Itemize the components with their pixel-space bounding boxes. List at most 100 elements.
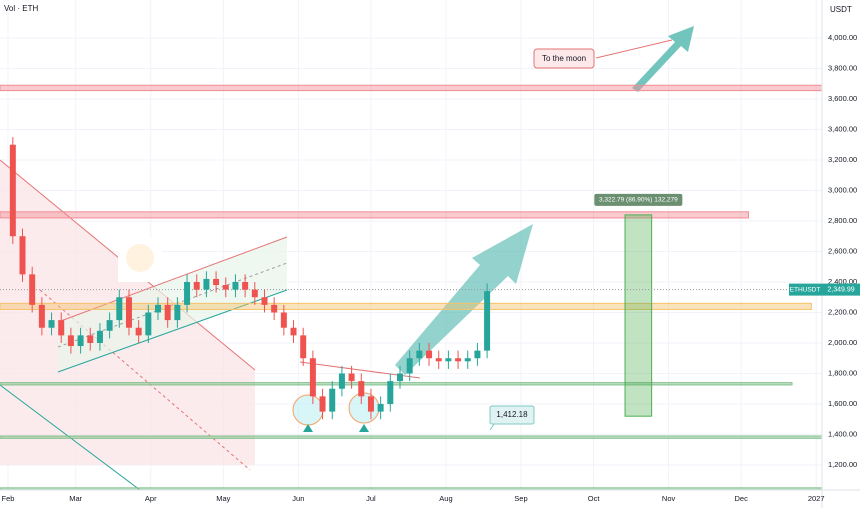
y-tick-label: 3,000.00 bbox=[828, 185, 857, 194]
candle-body bbox=[464, 358, 471, 362]
price-zone bbox=[0, 302, 812, 310]
candle-body bbox=[96, 330, 103, 343]
candle-body bbox=[367, 396, 374, 412]
candle-body bbox=[319, 396, 326, 412]
x-tick-label: Jun bbox=[292, 494, 304, 503]
candle-body bbox=[280, 312, 287, 328]
x-tick-label: Sep bbox=[514, 494, 527, 503]
price-zone bbox=[0, 382, 793, 386]
note-box bbox=[489, 405, 535, 425]
candle-body bbox=[474, 350, 481, 359]
y-tick-label: 1,200.00 bbox=[828, 460, 857, 469]
callout-line bbox=[595, 39, 673, 59]
candle-body bbox=[116, 297, 123, 321]
currency: USDT bbox=[830, 5, 852, 14]
candle-body bbox=[426, 350, 433, 359]
candle-body bbox=[77, 335, 84, 347]
measure-label-box bbox=[594, 193, 683, 206]
moon-arrow bbox=[632, 26, 694, 92]
candle-body bbox=[203, 278, 210, 290]
y-tick-label: 2,200.00 bbox=[828, 307, 857, 316]
candle-body bbox=[309, 358, 316, 397]
price-tag bbox=[822, 283, 860, 296]
candle-body bbox=[300, 335, 307, 359]
note: 1,412.18 bbox=[496, 410, 528, 419]
y-tick-label: 3,600.00 bbox=[828, 94, 857, 103]
y-tick-label: 2,000.00 bbox=[828, 338, 857, 347]
candle-body bbox=[193, 281, 200, 290]
y-tick-label: 3,200.00 bbox=[828, 155, 857, 164]
candle-body bbox=[135, 327, 142, 336]
candle-body bbox=[406, 358, 413, 374]
candle-body bbox=[261, 297, 268, 305]
x-tick-label: Mar bbox=[69, 494, 82, 503]
candle-body bbox=[445, 358, 452, 362]
x-tick-label: Feb bbox=[2, 494, 15, 503]
candle-body bbox=[38, 304, 45, 328]
y-tick-label: 1,600.00 bbox=[828, 399, 857, 408]
trend-line bbox=[0, 384, 141, 491]
candle-body bbox=[106, 320, 113, 331]
trend-line bbox=[39, 289, 251, 471]
candle-body bbox=[222, 285, 229, 290]
logo-mark bbox=[126, 244, 154, 272]
measure-range bbox=[624, 214, 653, 417]
candle-body bbox=[484, 291, 491, 351]
candle-body bbox=[48, 320, 55, 328]
candle-body bbox=[19, 236, 26, 275]
candle-body bbox=[58, 320, 65, 336]
candle-body bbox=[348, 373, 355, 382]
candle-body bbox=[87, 335, 94, 343]
x-tick-label: Nov bbox=[662, 494, 676, 503]
candle-body bbox=[435, 358, 442, 362]
y-tick-label: 3,800.00 bbox=[828, 63, 857, 72]
candle-body bbox=[164, 304, 171, 321]
candle-body bbox=[184, 281, 191, 305]
candle-body bbox=[174, 304, 181, 321]
candle-body bbox=[67, 335, 74, 347]
candle-body bbox=[338, 373, 345, 389]
candle-body bbox=[290, 327, 297, 336]
arrow-up bbox=[303, 424, 313, 432]
candle-body bbox=[377, 403, 384, 412]
candle-body bbox=[455, 358, 462, 362]
price-zone bbox=[0, 211, 749, 219]
candle-body bbox=[9, 144, 16, 237]
candle-body bbox=[232, 281, 239, 290]
candle-body bbox=[396, 373, 403, 382]
x-tick-label: Oct bbox=[588, 494, 601, 503]
candle-body bbox=[125, 297, 132, 328]
candle-body bbox=[416, 350, 423, 359]
candle-body bbox=[329, 388, 336, 412]
y-tick-label: 1,800.00 bbox=[828, 368, 857, 377]
price-tag-label: 2,349.99 bbox=[827, 286, 854, 293]
bottom-circle bbox=[348, 392, 380, 424]
candle-body bbox=[29, 274, 36, 305]
candle-body bbox=[242, 281, 249, 290]
y-tick-label: 2,800.00 bbox=[828, 216, 857, 225]
y-tick-label: 3,400.00 bbox=[828, 124, 857, 133]
candle-body bbox=[251, 289, 258, 298]
note: To the moon bbox=[542, 54, 586, 63]
projection-arrow bbox=[395, 224, 533, 375]
price-zone bbox=[0, 435, 823, 439]
price-zone bbox=[0, 84, 823, 92]
symbol-tag bbox=[789, 283, 822, 296]
candle-body bbox=[213, 278, 220, 286]
channel-line bbox=[57, 262, 288, 348]
channel-line bbox=[57, 236, 288, 323]
candle-body bbox=[145, 312, 152, 336]
y-tick-label: 4,000.00 bbox=[828, 33, 857, 42]
x-tick-label: Apr bbox=[145, 494, 157, 503]
chart-title: Vol · ETH bbox=[4, 4, 38, 13]
x-tick-label: May bbox=[216, 494, 230, 503]
bottom-circle bbox=[292, 394, 324, 426]
x-tick-label: Jul bbox=[366, 494, 376, 503]
y-tick-label: 2,400.00 bbox=[828, 277, 857, 286]
measure-label: 3,322.79 (86.90%) 132,279 bbox=[599, 197, 678, 204]
candle-body bbox=[387, 381, 394, 404]
note-box bbox=[533, 48, 595, 69]
y-tick-label: 2,600.00 bbox=[828, 246, 857, 255]
